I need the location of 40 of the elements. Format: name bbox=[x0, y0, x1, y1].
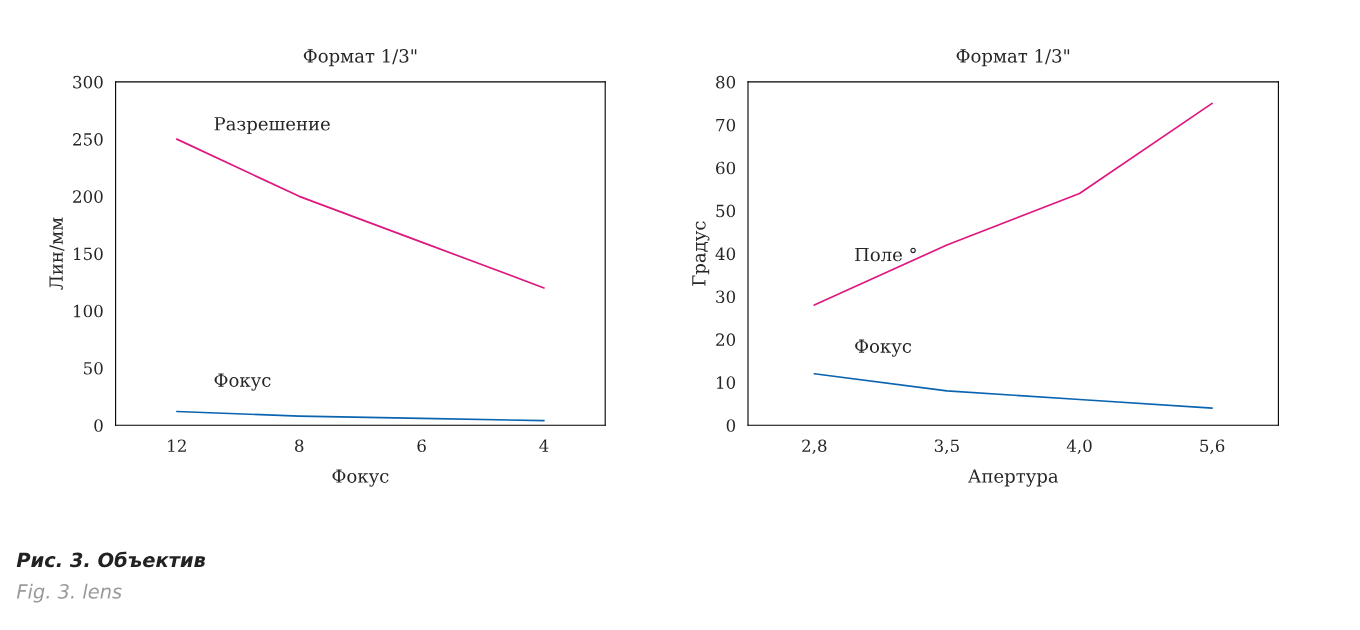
y-tick-label: 10 bbox=[717, 376, 736, 389]
y-tick-label: 250 bbox=[73, 133, 103, 146]
y-tick-label: 0 bbox=[726, 419, 736, 432]
series-label: Фокус bbox=[214, 373, 271, 391]
caption: Fig. 3. lens bbox=[16, 583, 122, 603]
y-axis-title: Градус bbox=[692, 221, 710, 286]
y-tick-label: 50 bbox=[716, 204, 736, 218]
x-axis-title: Фокус bbox=[332, 469, 389, 487]
line-series bbox=[813, 372, 1213, 409]
y-tick-label: 300 bbox=[73, 75, 103, 89]
y-tick-label: 200 bbox=[73, 190, 103, 203]
x-tick-label: 5,6 bbox=[1200, 439, 1225, 455]
line-series bbox=[813, 102, 1213, 306]
y-tick-label: 150 bbox=[74, 247, 103, 261]
series-label: Поле ° bbox=[855, 247, 916, 262]
y-tick-label: 30 bbox=[716, 290, 736, 304]
series-label: Разрешение bbox=[214, 117, 330, 135]
chart-title: Формат 1/3" bbox=[303, 49, 417, 67]
y-tick-label: 50 bbox=[84, 361, 103, 375]
x-tick-label: 3,5 bbox=[934, 439, 959, 455]
y-tick-label: 60 bbox=[716, 161, 736, 175]
series-label: Фокус bbox=[855, 339, 912, 357]
y-tick-label: 0 bbox=[94, 419, 103, 432]
y-tick-label: 100 bbox=[74, 304, 103, 318]
line-series bbox=[175, 410, 545, 422]
x-tick-label: 4,0 bbox=[1066, 439, 1092, 455]
y-tick-label: 80 bbox=[716, 75, 736, 89]
text: Рис. 3. Объектив bbox=[16, 551, 206, 568]
x-tick-label: 2,8 bbox=[802, 439, 827, 455]
x-axis-title: Апертура bbox=[967, 469, 1059, 487]
chart-title: Формат 1/3" bbox=[956, 49, 1070, 67]
y-tick-label: 70 bbox=[716, 118, 736, 132]
y-tick-label: 40 bbox=[715, 247, 736, 261]
x-tick-label: 6 bbox=[417, 439, 426, 453]
x-tick-label: 4 bbox=[539, 439, 549, 452]
x-tick-label: 8 bbox=[295, 439, 304, 453]
y-tick-label: 20 bbox=[716, 333, 736, 346]
line-series bbox=[175, 138, 545, 289]
y-axis-title: Лин/мм bbox=[49, 217, 65, 290]
x-tick-label: 12 bbox=[168, 439, 186, 452]
